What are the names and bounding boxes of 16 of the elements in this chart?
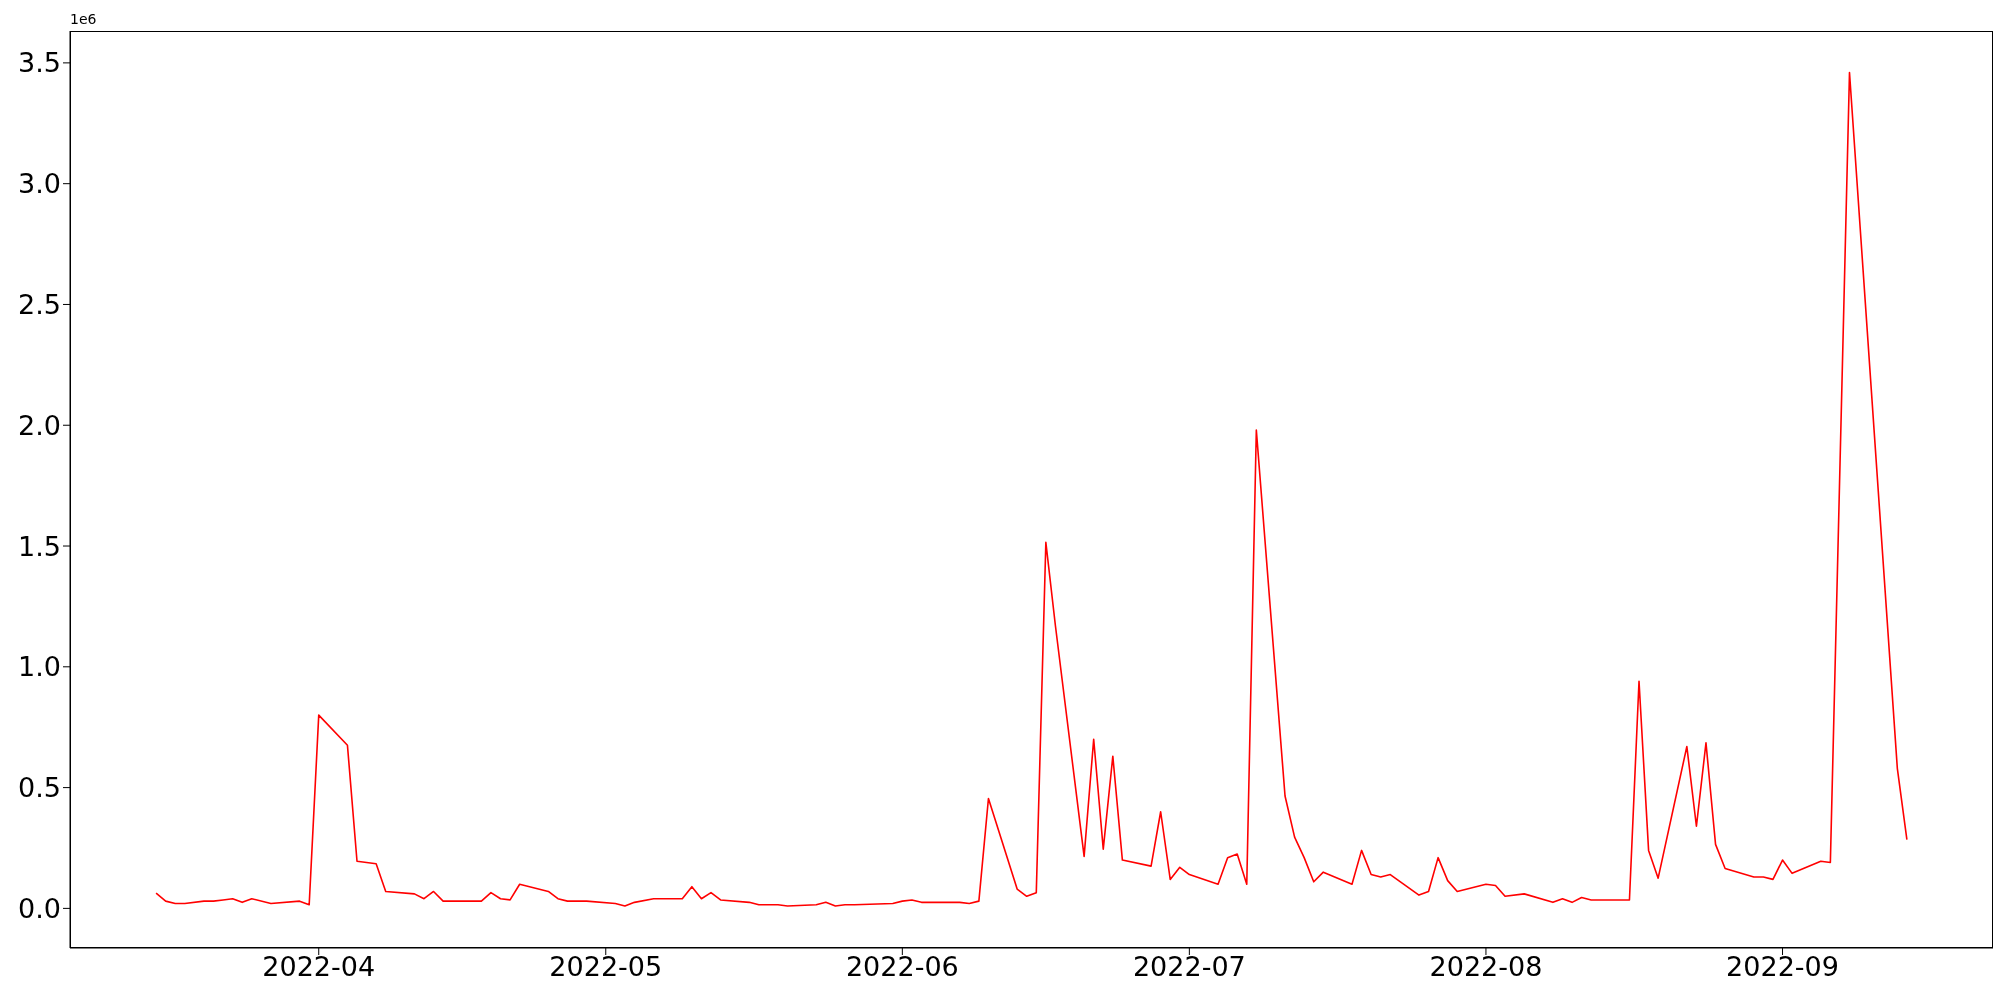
x-tick-label: 2022-04 [262,951,376,983]
x-tick-label: 2022-08 [1429,951,1543,983]
y-tick-label: 1.0 [18,651,61,683]
y-tick-label: 0.0 [18,892,61,924]
y-tick-label: 3.5 [18,47,61,79]
y-tick-label: 1.5 [18,530,61,562]
x-tick-label: 2022-06 [845,951,959,983]
y-tick-label: 0.5 [18,772,61,804]
y-tick-label: 3.0 [18,168,61,200]
line-series [155,71,1908,907]
y-tick-label: 2.0 [18,409,61,441]
x-tick-label: 2022-09 [1726,951,1839,983]
y-tick-label: 2.5 [18,289,61,321]
x-tick-label: 2022-05 [549,951,663,983]
text: 1e6 [70,11,97,27]
x-tick-label: 2022-07 [1132,951,1246,983]
